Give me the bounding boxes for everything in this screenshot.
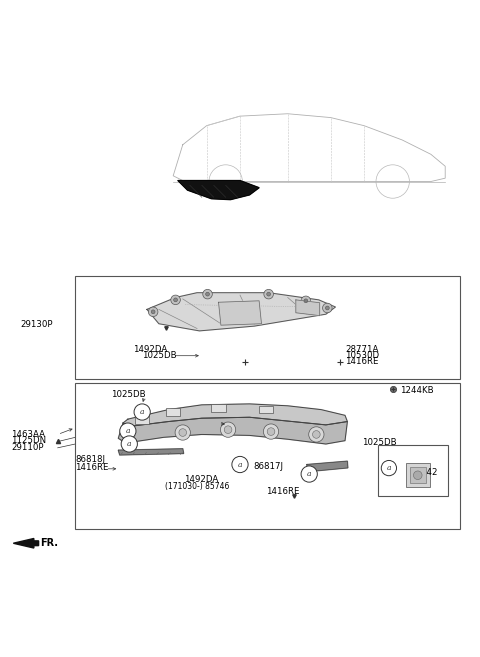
Bar <box>378 445 447 495</box>
Polygon shape <box>123 404 348 426</box>
Text: 1025DB: 1025DB <box>362 438 396 447</box>
Polygon shape <box>218 301 262 325</box>
Text: 1463AA: 1463AA <box>11 430 45 439</box>
Text: 86817J: 86817J <box>253 463 283 471</box>
Bar <box>409 467 426 484</box>
Circle shape <box>413 471 422 480</box>
Circle shape <box>174 298 178 302</box>
Circle shape <box>205 292 209 296</box>
Circle shape <box>220 422 236 438</box>
Circle shape <box>121 436 137 452</box>
Circle shape <box>312 430 320 438</box>
Bar <box>166 408 180 416</box>
Circle shape <box>309 427 324 442</box>
Circle shape <box>232 457 248 472</box>
Text: 29110P: 29110P <box>11 443 43 452</box>
Circle shape <box>264 289 274 299</box>
Text: (171030-) 85746: (171030-) 85746 <box>165 482 229 491</box>
Circle shape <box>381 461 396 476</box>
Circle shape <box>148 307 158 317</box>
Polygon shape <box>147 293 336 331</box>
Text: 82442: 82442 <box>410 468 438 477</box>
Circle shape <box>301 296 311 306</box>
Text: a: a <box>238 461 242 468</box>
Text: a: a <box>126 427 130 435</box>
Bar <box>211 404 226 412</box>
Circle shape <box>267 292 271 296</box>
Text: FR.: FR. <box>40 538 59 548</box>
Polygon shape <box>118 417 348 444</box>
Circle shape <box>304 299 308 303</box>
Polygon shape <box>296 300 320 315</box>
Text: 1125DN: 1125DN <box>11 436 46 445</box>
Text: a: a <box>387 464 391 472</box>
Circle shape <box>179 429 187 436</box>
Circle shape <box>301 466 317 482</box>
Circle shape <box>264 424 279 440</box>
Circle shape <box>134 404 150 420</box>
Bar <box>406 463 430 487</box>
Polygon shape <box>118 449 184 455</box>
Bar <box>135 417 149 424</box>
Polygon shape <box>178 181 259 200</box>
Circle shape <box>120 423 136 440</box>
Text: 1492DA: 1492DA <box>132 345 167 354</box>
Text: a: a <box>140 408 144 416</box>
Text: a: a <box>307 470 312 478</box>
Text: 1416RE: 1416RE <box>345 357 379 367</box>
Text: 29130P: 29130P <box>21 320 53 329</box>
Circle shape <box>323 304 332 313</box>
Polygon shape <box>13 539 38 548</box>
Text: 10530D: 10530D <box>345 351 379 360</box>
Circle shape <box>325 306 329 310</box>
Text: 86818J: 86818J <box>75 455 105 464</box>
Text: 1244KB: 1244KB <box>400 386 433 395</box>
Bar <box>75 384 459 529</box>
Bar <box>259 406 274 413</box>
Circle shape <box>151 310 155 313</box>
Bar <box>75 276 459 378</box>
Text: 1492DA: 1492DA <box>184 475 218 484</box>
Text: 1416RE: 1416RE <box>75 463 109 472</box>
Circle shape <box>224 426 232 434</box>
Text: 1025DB: 1025DB <box>111 390 146 399</box>
Polygon shape <box>307 461 348 472</box>
Text: 1025DB: 1025DB <box>142 351 177 360</box>
Circle shape <box>203 289 212 299</box>
Circle shape <box>171 295 180 305</box>
Circle shape <box>175 425 191 440</box>
Circle shape <box>267 428 275 436</box>
Text: 28771A: 28771A <box>345 345 378 354</box>
Text: a: a <box>127 440 132 448</box>
Text: 1416RE: 1416RE <box>266 487 300 496</box>
